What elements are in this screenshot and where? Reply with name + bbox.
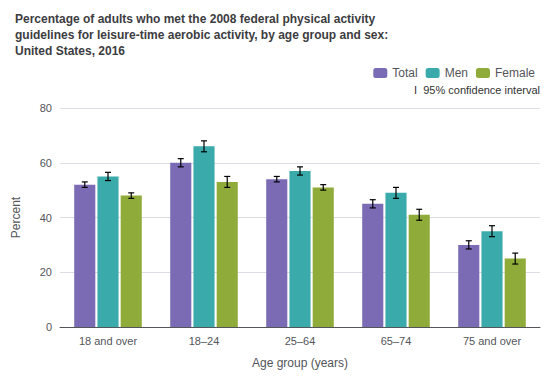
svg-text:0: 0 [46, 321, 52, 333]
svg-text:Percent: Percent [9, 196, 23, 238]
svg-text:60: 60 [40, 157, 52, 169]
svg-text:Total: Total [392, 66, 417, 80]
svg-text:Men: Men [445, 66, 468, 80]
svg-text:40: 40 [40, 212, 52, 224]
svg-text:80: 80 [40, 102, 52, 114]
svg-text:Age group (years): Age group (years) [252, 356, 348, 370]
svg-text:I 95% confidence interval: I 95% confidence interval [414, 84, 540, 96]
svg-text:75 and over: 75 and over [463, 335, 521, 347]
svg-text:Female: Female [495, 66, 535, 80]
svg-text:18–24: 18–24 [189, 335, 220, 347]
svg-text:20: 20 [40, 266, 52, 278]
svg-text:guidelines for leisure-time ae: guidelines for leisure-time aerobic acti… [15, 28, 388, 42]
svg-text:18 and over: 18 and over [79, 335, 137, 347]
svg-text:25–64: 25–64 [285, 335, 316, 347]
svg-text:United States, 2016: United States, 2016 [15, 44, 125, 58]
svg-text:65–74: 65–74 [381, 335, 412, 347]
svg-text:Percentage of adults who met t: Percentage of adults who met the 2008 fe… [15, 12, 375, 26]
